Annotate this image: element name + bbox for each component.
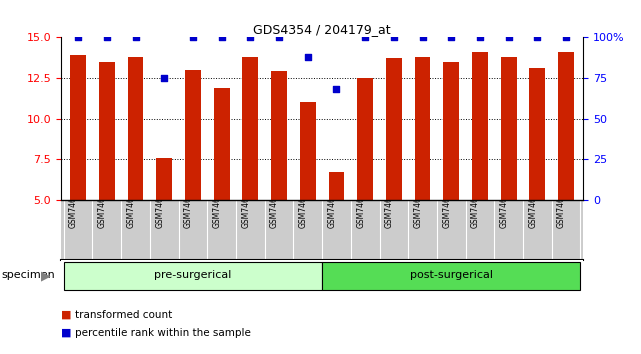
Text: GSM746851: GSM746851 [471,182,480,228]
Bar [386,58,402,200]
Text: GSM746841: GSM746841 [184,182,193,228]
Point [417,34,428,40]
Bar [558,52,574,200]
Point [331,86,342,92]
Text: transformed count: transformed count [75,310,172,320]
Text: GSM746853: GSM746853 [528,182,537,228]
Text: GSM746837: GSM746837 [69,182,78,228]
Text: GSM746848: GSM746848 [385,182,394,228]
Text: percentile rank within the sample: percentile rank within the sample [75,328,251,338]
Bar [357,78,373,200]
Text: specimen: specimen [1,270,55,280]
Point [388,34,399,40]
Bar [271,72,287,200]
Point [475,34,485,40]
Bar [185,70,201,200]
Bar [300,102,315,200]
Text: ▶: ▶ [41,269,51,282]
Text: GSM746842: GSM746842 [213,182,222,228]
Bar [71,55,86,200]
Point [274,34,284,40]
Bar [99,62,115,200]
Text: GSM746839: GSM746839 [126,182,135,228]
Text: GSM746844: GSM746844 [270,182,279,228]
Bar [329,172,344,200]
Bar [63,262,322,290]
Bar [322,262,581,290]
Text: GSM746852: GSM746852 [500,182,509,228]
Bar [444,62,459,200]
Text: GSM746850: GSM746850 [442,182,451,228]
Title: GDS4354 / 204179_at: GDS4354 / 204179_at [253,23,391,36]
Text: GSM746847: GSM746847 [356,182,365,228]
Text: GSM746840: GSM746840 [155,182,164,228]
Point [159,75,169,81]
Text: post-surgerical: post-surgerical [410,270,493,280]
Bar [529,68,545,200]
Bar [213,88,229,200]
Bar [156,158,172,200]
Point [446,34,456,40]
Text: ■: ■ [61,328,71,338]
Point [73,34,83,40]
Bar [128,57,144,200]
Point [303,54,313,59]
Bar [242,57,258,200]
Point [217,34,227,40]
Point [561,34,571,40]
Text: GSM746849: GSM746849 [413,182,422,228]
Text: GSM746843: GSM746843 [242,182,251,228]
Text: ■: ■ [61,310,71,320]
Point [246,34,256,40]
Point [504,34,514,40]
Point [130,34,140,40]
Point [102,34,112,40]
Text: GSM746845: GSM746845 [299,182,308,228]
Text: GSM746854: GSM746854 [557,182,566,228]
Text: GSM746838: GSM746838 [98,182,107,228]
Text: GSM746846: GSM746846 [328,182,337,228]
Bar [415,57,431,200]
Point [188,34,198,40]
Bar [501,57,517,200]
Bar [472,52,488,200]
Point [360,34,370,40]
Text: pre-surgerical: pre-surgerical [154,270,231,280]
Point [532,34,542,40]
